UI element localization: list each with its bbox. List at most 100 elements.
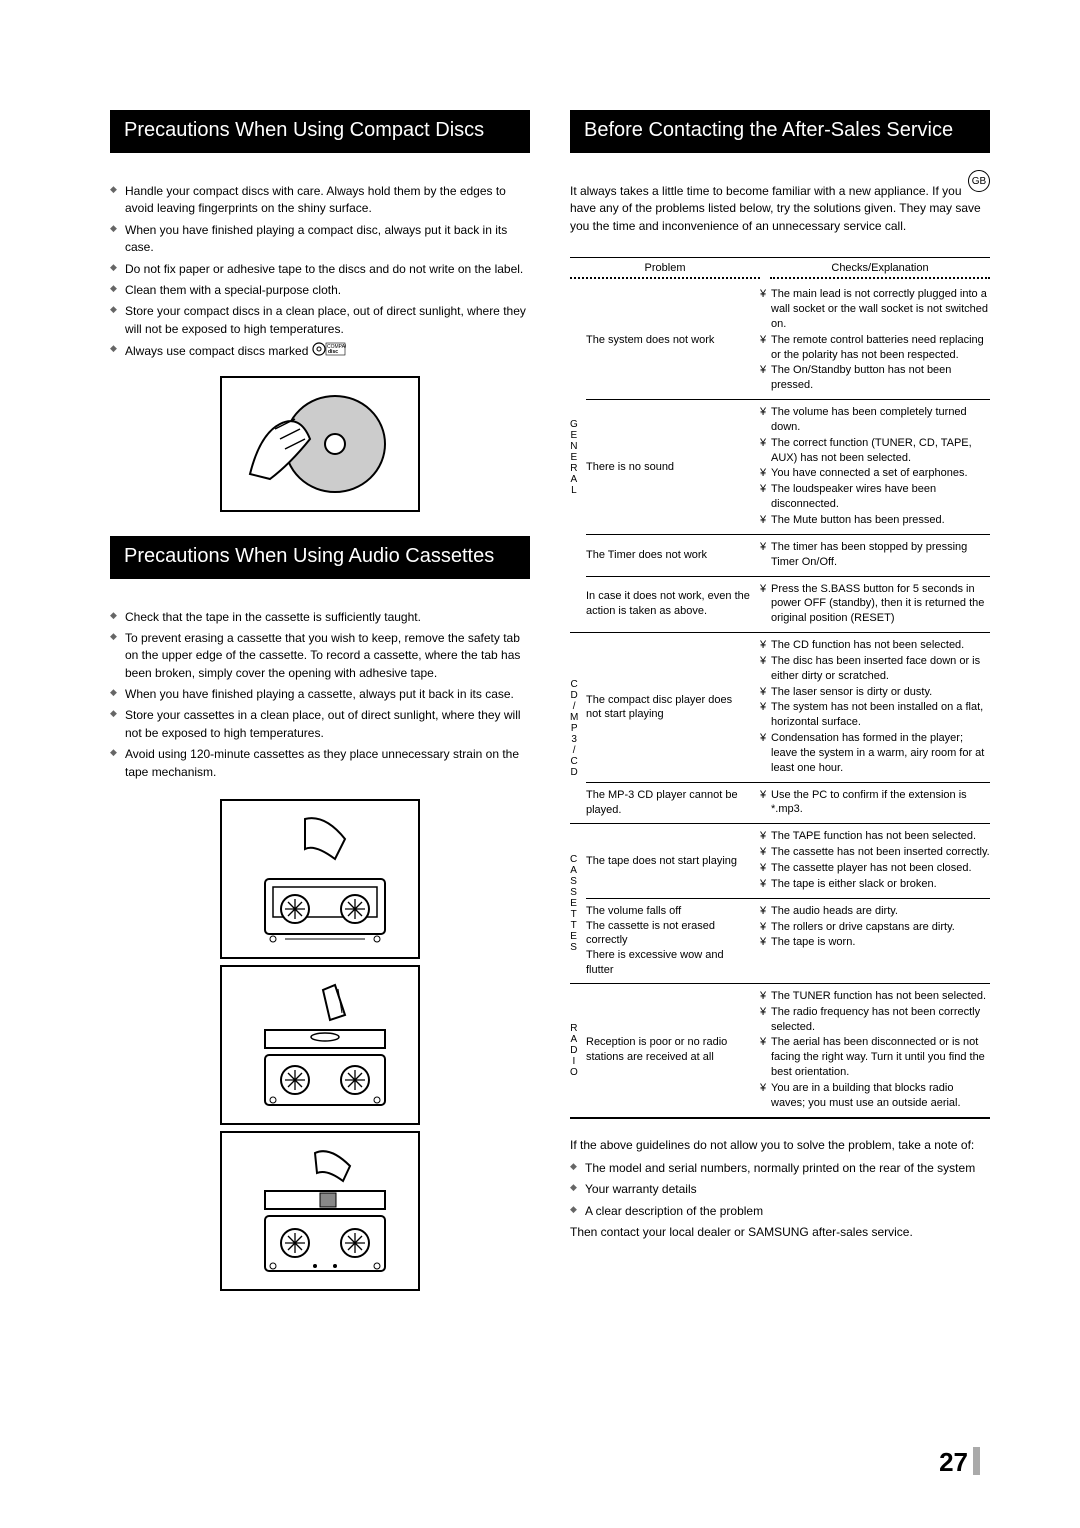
section-label: GENERAL: [570, 282, 586, 632]
left-column: Precautions When Using Compact Discs Han…: [110, 110, 530, 1291]
explanation-item: You have connected a set of earphones.: [760, 466, 990, 481]
explanation-item: The tape is worn.: [760, 935, 990, 950]
section-header-cassettes: Precautions When Using Audio Cassettes: [110, 536, 530, 579]
table-row: The system does not workThe main lead is…: [586, 282, 990, 400]
explanation-item: You are in a building that blocks radio …: [760, 1081, 990, 1111]
after-list-item: Your warranty details: [570, 1181, 990, 1198]
table-section: RADIOReception is poor or no radio stati…: [570, 984, 990, 1119]
disc-precautions-list: Handle your compact discs with care. Alw…: [110, 183, 530, 362]
explanation-item: The loudspeaker wires have been disconne…: [760, 482, 990, 512]
table-row: There is no soundThe volume has been com…: [586, 400, 990, 535]
table-section: CD/MP3/CDThe compact disc player does no…: [570, 633, 990, 824]
cassette-illustration-3: [220, 1131, 420, 1291]
explanation-item: The TAPE function has not been selected.: [760, 829, 990, 844]
explanation-cell: The TAPE function has not been selected.…: [760, 829, 990, 892]
explanation-item: The rollers or drive capstans are dirty.: [760, 920, 990, 935]
troubleshooting-table: Problem Checks/Explanation GENERALThe sy…: [570, 257, 990, 1119]
explanation-cell: The audio heads are dirty.The rollers or…: [760, 904, 990, 978]
after-list-item: A clear description of the problem: [570, 1203, 990, 1220]
svg-text:disc: disc: [328, 349, 338, 355]
explanation-cell: The main lead is not correctly plugged i…: [760, 287, 990, 394]
cassette-precaution-item: Check that the tape in the cassette is s…: [110, 609, 530, 626]
explanation-item: The remote control batteries need replac…: [760, 333, 990, 363]
table-row: The compact disc player does not start p…: [586, 633, 990, 783]
disc-precaution-item: Handle your compact discs with care. Alw…: [110, 183, 530, 218]
explanation-cell: The volume has been completely turned do…: [760, 405, 990, 529]
disc-precaution-item: When you have finished playing a compact…: [110, 222, 530, 257]
explanation-item: The laser sensor is dirty or dusty.: [760, 685, 990, 700]
explanation-item: Condensation has formed in the player; l…: [760, 731, 990, 776]
explanation-item: The timer has been stopped by pressing T…: [760, 540, 990, 570]
cassette-precaution-item: Avoid using 120-minute cassettes as they…: [110, 746, 530, 781]
section-label: RADIO: [570, 984, 586, 1117]
explanation-item: The audio heads are dirty.: [760, 904, 990, 919]
problem-cell: The compact disc player does not start p…: [586, 638, 760, 777]
explanation-item: The volume has been completely turned do…: [760, 405, 990, 435]
aftersales-intro: It always takes a little time to become …: [570, 183, 990, 235]
disc-precaution-item: Clean them with a special-purpose cloth.: [110, 282, 530, 299]
explanation-item: The CD function has not been selected.: [760, 638, 990, 653]
explanation-item: The On/Standby button has not been press…: [760, 363, 990, 393]
explanation-item: The correct function (TUNER, CD, TAPE, A…: [760, 436, 990, 466]
explanation-item: The tape is either slack or broken.: [760, 877, 990, 892]
table-row: The tape does not start playingThe TAPE …: [586, 824, 990, 898]
explanation-cell: The TUNER function has not been selected…: [760, 989, 990, 1112]
table-row: Reception is poor or no radio stations a…: [586, 984, 990, 1117]
table-section: CASSETTESThe tape does not start playing…: [570, 824, 990, 984]
explanation-item: The disc has been inserted face down or …: [760, 654, 990, 684]
cassette-precautions-list: Check that the tape in the cassette is s…: [110, 609, 530, 782]
explanation-cell: The timer has been stopped by pressing T…: [760, 540, 990, 571]
cassette-illustrations: [110, 799, 530, 1291]
table-row: The Timer does not workThe timer has bee…: [586, 535, 990, 577]
hand-disc-icon: [240, 384, 400, 504]
problem-cell: Reception is poor or no radio stations a…: [586, 989, 760, 1112]
problem-cell: The system does not work: [586, 287, 760, 394]
table-header-problem: Problem: [570, 262, 760, 279]
disc-precaution-item: Always use compact discs markedCOMPACTdi…: [110, 342, 530, 361]
table-row: In case it does not work, even the actio…: [586, 577, 990, 633]
disc-illustration: [110, 376, 530, 512]
explanation-item: The cassette has not been inserted corre…: [760, 845, 990, 860]
cassette-precaution-item: Store your cassettes in a clean place, o…: [110, 707, 530, 742]
section-label: CASSETTES: [570, 824, 586, 983]
explanation-cell: Use the PC to confirm if the extension i…: [760, 788, 990, 819]
explanation-item: The system has not been installed on a f…: [760, 700, 990, 730]
after-guidelines-intro: If the above guidelines do not allow you…: [570, 1137, 990, 1154]
table-row: The MP-3 CD player cannot be played.Use …: [586, 783, 990, 824]
cassette-illustration-2: [220, 965, 420, 1125]
explanation-item: The Mute button has been pressed.: [760, 513, 990, 528]
problem-cell: The MP-3 CD player cannot be played.: [586, 788, 760, 819]
cassette-illustration-1: [220, 799, 420, 959]
explanation-item: Press the S.BASS button for 5 seconds in…: [760, 582, 990, 627]
explanation-item: The cassette player has not been closed.: [760, 861, 990, 876]
after-guidelines-list: The model and serial numbers, normally p…: [570, 1160, 990, 1220]
cassette-precaution-item: To prevent erasing a cassette that you w…: [110, 630, 530, 682]
right-column: Before Contacting the After-Sales Servic…: [570, 110, 990, 1291]
table-row: The volume falls off The cassette is not…: [586, 899, 990, 983]
compact-disc-logo-icon: COMPACTdisc: [312, 342, 346, 361]
explanation-cell: The CD function has not been selected.Th…: [760, 638, 990, 777]
cassette-precaution-item: When you have finished playing a cassett…: [110, 686, 530, 703]
page-number: 27: [939, 1447, 980, 1478]
explanation-item: The main lead is not correctly plugged i…: [760, 287, 990, 332]
problem-cell: The tape does not start playing: [586, 829, 760, 892]
explanation-item: The radio frequency has not been correct…: [760, 1005, 990, 1035]
problem-cell: The Timer does not work: [586, 540, 760, 571]
disc-precaution-item: Store your compact discs in a clean plac…: [110, 303, 530, 338]
problem-cell: There is no sound: [586, 405, 760, 529]
page-content: Precautions When Using Compact Discs Han…: [110, 110, 990, 1291]
problem-cell: The volume falls off The cassette is not…: [586, 904, 760, 978]
after-list-item: The model and serial numbers, normally p…: [570, 1160, 990, 1177]
disc-precaution-item: Do not fix paper or adhesive tape to the…: [110, 261, 530, 278]
language-badge: GB: [968, 170, 990, 192]
section-header-aftersales: Before Contacting the After-Sales Servic…: [570, 110, 990, 153]
explanation-item: The TUNER function has not been selected…: [760, 989, 990, 1004]
section-label: CD/MP3/CD: [570, 633, 586, 823]
table-section: GENERALThe system does not workThe main …: [570, 282, 990, 633]
explanation-cell: Press the S.BASS button for 5 seconds in…: [760, 582, 990, 628]
problem-cell: In case it does not work, even the actio…: [586, 582, 760, 628]
section-header-discs: Precautions When Using Compact Discs: [110, 110, 530, 153]
explanation-item: Use the PC to confirm if the extension i…: [760, 788, 990, 818]
table-header-checks: Checks/Explanation: [770, 262, 990, 279]
after-guidelines-out: Then contact your local dealer or SAMSUN…: [570, 1224, 990, 1241]
